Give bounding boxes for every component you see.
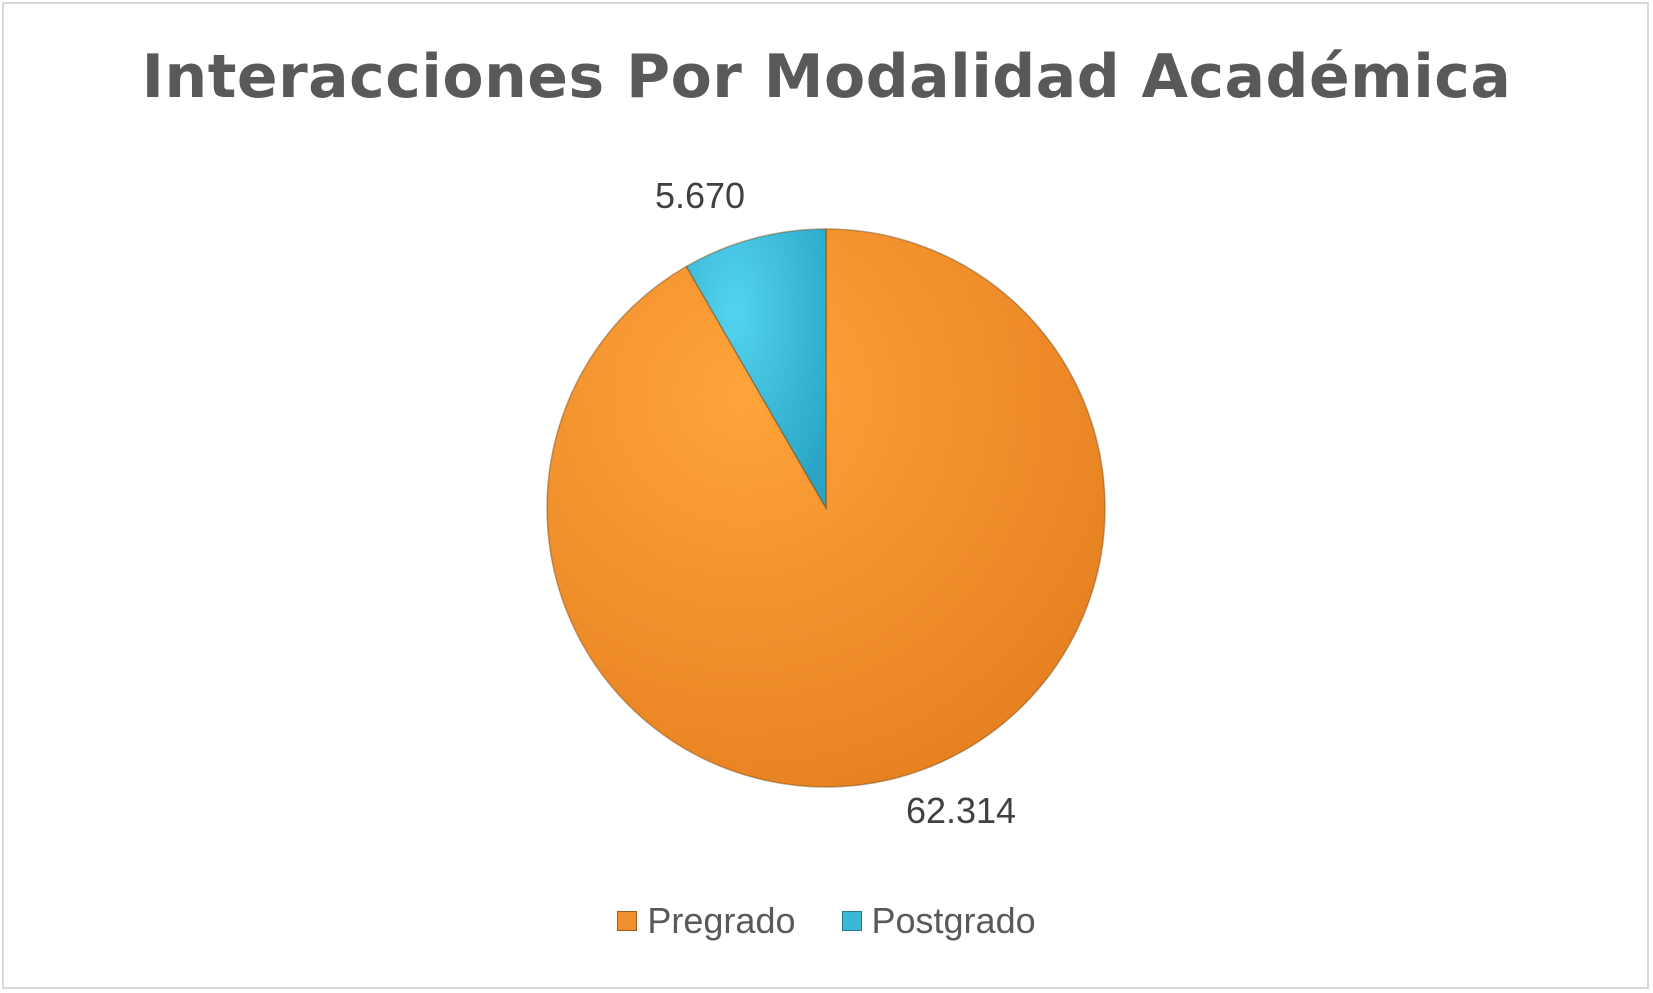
legend-item-pregrado: Pregrado (617, 900, 796, 942)
legend-item-postgrado: Postgrado (841, 900, 1036, 942)
pie-slice-pregrado (546, 228, 1106, 788)
legend-swatch-pregrado (617, 911, 638, 931)
legend-swatch-postgrado (841, 911, 862, 931)
pie-slice-postgrado (685, 228, 827, 511)
data-label-postgrado: 5.670 (655, 175, 745, 216)
legend-label-pregrado: Pregrado (647, 900, 796, 941)
legend-label-postgrado: Postgrado (871, 900, 1036, 941)
chart-title: Interacciones Por Modalidad Académica (141, 42, 1512, 112)
legend: Pregrado Postgrado (0, 900, 1653, 942)
data-label-pregrado: 62.314 (906, 790, 1016, 831)
